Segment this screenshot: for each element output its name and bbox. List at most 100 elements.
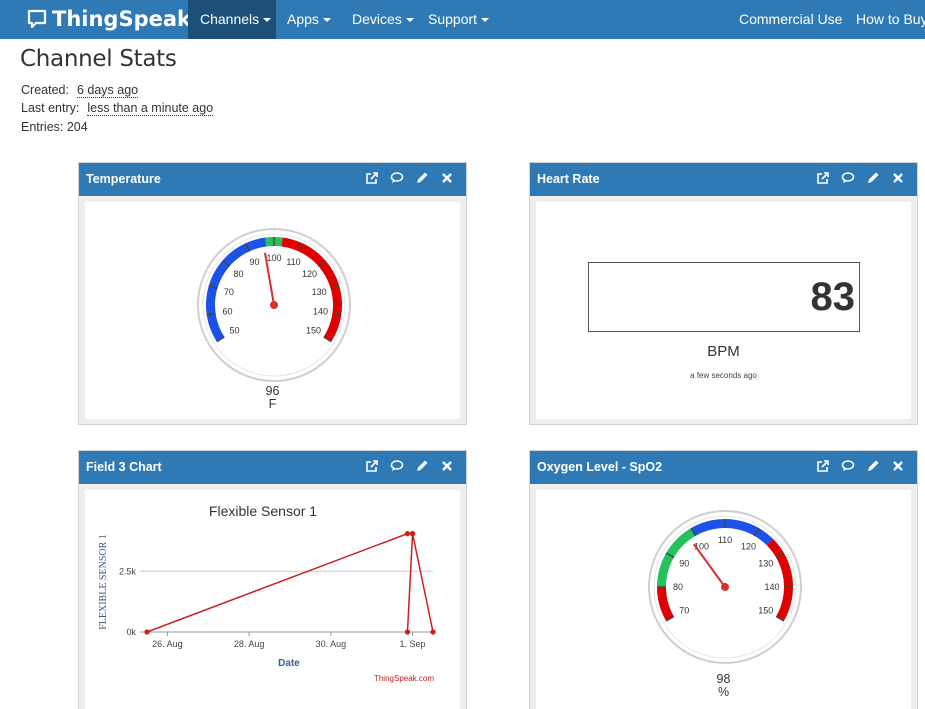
panel-tools	[816, 171, 905, 185]
chart-x-axis-label: Date	[278, 658, 300, 669]
gauge-tick	[222, 259, 230, 267]
gauge-tick-label: 130	[758, 559, 773, 569]
nav-devices-label: Devices	[352, 11, 402, 27]
nav-apps-label: Apps	[287, 11, 319, 27]
panel-header: Oxygen Level - SpO2	[530, 451, 917, 484]
gauge-tick	[216, 336, 225, 343]
thingspeak-logo[interactable]: ThingSpeak™	[27, 5, 201, 33]
panel-header: Heart Rate	[530, 163, 917, 196]
gauge-tick	[690, 527, 697, 537]
numeric-display: 83	[588, 262, 860, 332]
gauge-tick	[332, 312, 342, 316]
nav-commercial-use-link[interactable]: Commercial Use	[727, 0, 854, 39]
nav-how-to-buy-link[interactable]: How to Buy	[844, 0, 925, 39]
gauge-color-band	[206, 237, 267, 342]
brand-name: ThingSpeak	[52, 7, 191, 31]
comment-icon[interactable]	[841, 171, 855, 185]
panel-title: Heart Rate	[537, 172, 600, 186]
panel-title: Oxygen Level - SpO2	[537, 460, 663, 474]
thingspeak-watermark: ThingSpeak.com	[374, 674, 434, 683]
chart-x-tick-label: 30. Aug	[316, 639, 347, 649]
gauge-tick-label: 110	[286, 257, 300, 267]
comment-icon[interactable]	[390, 171, 404, 185]
nav-apps-menu[interactable]: Apps	[275, 0, 343, 39]
chart-plot-area: 0k 2.5k 26. Aug 28. Aug 30. Aug 1. Sep	[119, 531, 436, 649]
last-entry-row: Last entry: less than a minute ago	[21, 101, 214, 116]
gauge-tick-label: 120	[741, 541, 756, 551]
last-entry-label: Last entry:	[21, 101, 80, 115]
chevron-down-icon	[405, 18, 414, 23]
field3-chart-panel: Field 3 Chart Flexible Sensor 1 FLEXIBLE…	[78, 450, 467, 709]
created-row: Created: 6 days ago	[21, 83, 139, 98]
gauge-tick	[775, 552, 785, 559]
external-link-icon[interactable]	[365, 171, 379, 185]
gauge-needle-hub	[721, 583, 729, 591]
chart-data-point[interactable]	[409, 531, 416, 537]
panel-title: Field 3 Chart	[86, 460, 162, 474]
close-icon[interactable]	[440, 171, 454, 185]
gauge-tick	[206, 312, 216, 316]
nav-support-menu[interactable]: Support	[416, 0, 501, 39]
gauge-tick	[208, 285, 218, 290]
gauge-tick-label: 140	[313, 307, 328, 317]
chart-data-point[interactable]	[144, 629, 150, 635]
pencil-icon[interactable]	[866, 171, 880, 185]
gauge-tick-label: 80	[673, 582, 683, 592]
chart-data-point[interactable]	[404, 531, 411, 537]
close-icon[interactable]	[440, 459, 454, 473]
last-entry-value: less than a minute ago	[87, 101, 214, 116]
gauge-color-band	[766, 538, 793, 621]
chart-data-point[interactable]	[404, 629, 411, 635]
gauge-tick-label: 150	[306, 325, 321, 335]
external-link-icon[interactable]	[816, 459, 830, 473]
chevron-down-icon	[481, 18, 490, 23]
nav-how-to-buy-label: How to Buy	[856, 11, 925, 27]
created-value: 6 days ago	[76, 83, 139, 98]
panel-tools	[365, 171, 454, 185]
chart-x-tick-label: 26. Aug	[152, 639, 183, 649]
created-label: Created:	[21, 83, 69, 97]
panel-tools	[816, 459, 905, 473]
chart-series-line	[146, 532, 434, 633]
chart-data-point[interactable]	[430, 629, 436, 635]
close-icon[interactable]	[891, 171, 905, 185]
pencil-icon[interactable]	[866, 459, 880, 473]
gauge-tick	[665, 552, 675, 559]
panel-body: 70 80 90 100 110 120 130 140 150 98 %	[536, 490, 911, 709]
nav-support-label: Support	[428, 11, 478, 27]
external-link-icon[interactable]	[365, 459, 379, 473]
gauge-tick	[245, 242, 251, 252]
gauge-tick-label: 80	[233, 269, 243, 279]
chart-y-tick-label: 0k	[126, 627, 136, 637]
nav-channels-label: Channels	[200, 11, 260, 27]
gauge-tick	[753, 527, 760, 537]
comment-icon[interactable]	[841, 459, 855, 473]
heart-rate-unit: BPM	[707, 343, 740, 360]
external-link-icon[interactable]	[816, 171, 830, 185]
gauge-unit: %	[717, 685, 730, 699]
chart-title: Flexible Sensor 1	[209, 503, 317, 519]
gauge-tick-label: 70	[224, 287, 234, 297]
temperature-panel: Temperature 50 60 70 80 90 100 110 120 130 140 150…	[78, 162, 467, 425]
chart-y-tick-label: 2.5k	[119, 566, 137, 576]
gauge-tick	[318, 259, 326, 267]
gauge-tick-label: 90	[679, 559, 689, 569]
pencil-icon[interactable]	[415, 459, 429, 473]
gauge-tick-label: 50	[229, 325, 239, 335]
nav-channels-menu[interactable]: Channels	[188, 0, 276, 39]
close-icon[interactable]	[891, 459, 905, 473]
gauge-tick-label: 100	[266, 253, 281, 263]
top-navbar: ThingSpeak™ Channels Apps Devices Suppor…	[0, 0, 925, 39]
heart-rate-value: 83	[810, 275, 856, 319]
gauge-color-band	[281, 237, 342, 342]
pencil-icon[interactable]	[415, 171, 429, 185]
gauge-needle	[263, 252, 275, 306]
chart-x-tick-label: 28. Aug	[234, 639, 265, 649]
chevron-down-icon	[322, 18, 331, 23]
nav-commercial-use-label: Commercial Use	[739, 11, 843, 27]
comment-icon[interactable]	[390, 459, 404, 473]
panel-body: 50 60 70 80 90 100 110 120 130 140 150 96 F	[85, 202, 460, 419]
gauge-tick-label: 110	[718, 535, 732, 545]
panel-header: Field 3 Chart	[79, 451, 466, 484]
nav-devices-menu[interactable]: Devices	[340, 0, 426, 39]
